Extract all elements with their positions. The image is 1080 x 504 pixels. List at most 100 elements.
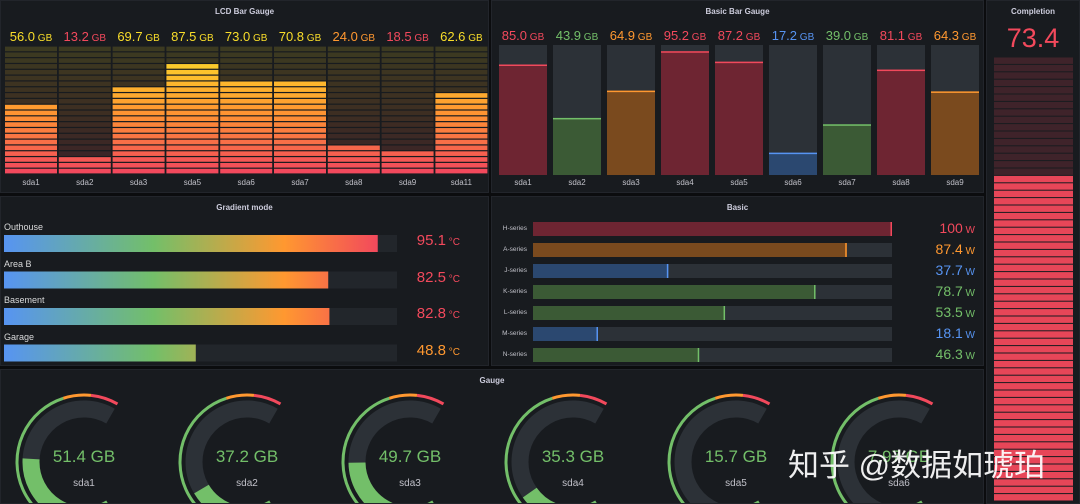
- gauge-label: sda1: [73, 478, 95, 489]
- gauge-value: 35.3 GB: [541, 447, 605, 466]
- lcd-cell: [58, 75, 111, 81]
- lcd-cell: [381, 139, 434, 145]
- lcd-cell: [274, 52, 326, 58]
- lcd-cell: [220, 168, 273, 174]
- lcd-cell: [220, 139, 273, 145]
- bar-edge: [697, 348, 700, 362]
- gauge-value: 51.4 GB: [52, 447, 116, 466]
- gauge-dial: [830, 393, 934, 503]
- lcd-cell: [381, 46, 434, 52]
- lcd-bar-sda3: [112, 46, 165, 174]
- completion-cell: [994, 124, 1073, 131]
- lcd-cell: [381, 151, 434, 156]
- lcd-cell: [166, 104, 219, 110]
- lcd-cell: [381, 145, 434, 151]
- lcd-cell: [5, 133, 57, 139]
- bar-value: 62.6 GB: [440, 29, 483, 44]
- bar-label: sda7: [838, 178, 856, 187]
- gauge-dial: [667, 393, 771, 503]
- lcd-cell: [58, 81, 111, 87]
- threshold-red: [742, 393, 771, 406]
- gradient-bars: [4, 235, 397, 362]
- lcd-cell: [5, 145, 57, 151]
- completion-cell: [994, 442, 1073, 449]
- bar-fill: [823, 124, 871, 175]
- completion-cell: [994, 309, 1073, 316]
- lcd-bar-sda9: [381, 46, 434, 174]
- lcd-cell: [435, 81, 488, 87]
- bar-track: [533, 327, 892, 341]
- bar-label: sda11: [450, 178, 472, 187]
- unit-label: W: [962, 351, 975, 362]
- lcd-cell: [58, 46, 111, 52]
- lcd-cell: [381, 116, 434, 122]
- lcd-cell: [220, 98, 273, 104]
- bar-top-line: [931, 91, 979, 93]
- completion-cell: [994, 146, 1073, 153]
- bar-fill: [553, 117, 601, 175]
- lcd-cell: [166, 151, 219, 156]
- gauge-track: [348, 400, 441, 503]
- lcd-bar-sda6: [220, 46, 273, 174]
- completion-cell: [994, 383, 1073, 390]
- lcd-cell: [220, 122, 273, 127]
- lcd-cell: [112, 75, 165, 81]
- gauge-sda6: 7.97 GB sda6: [824, 380, 974, 503]
- lcd-cell: [220, 162, 273, 168]
- lcd-cell: [112, 162, 165, 168]
- completion-cell: [994, 175, 1073, 183]
- lcd-cell: [274, 46, 326, 52]
- lcd-cell: [58, 157, 111, 162]
- lcd-cell: [166, 122, 219, 127]
- basic-row-A-series: [533, 243, 892, 257]
- lcd-cell: [435, 168, 488, 174]
- completion-cell: [994, 427, 1073, 434]
- series-value: 78.7 W: [935, 283, 975, 299]
- threshold-green: [341, 396, 390, 503]
- gauge-track: [837, 400, 930, 503]
- unit-label: °C: [446, 346, 460, 358]
- bar-label: Garage: [4, 331, 35, 342]
- basic-bar-gauge-panel: Basic Bar Gauge 85.0 GB sda1 43.9 GB sda2 64…: [491, 0, 984, 193]
- basic-row-K-series: [533, 285, 892, 299]
- lcd-cell: [58, 133, 111, 139]
- lcd-cell: [435, 98, 488, 104]
- bar-label: sda8: [892, 178, 910, 187]
- bar-label: sda7: [291, 178, 309, 187]
- bar-fill: [533, 285, 816, 299]
- lcd-cell: [5, 93, 57, 98]
- panel-title: Gauge: [479, 376, 505, 385]
- gauge-fill: [522, 487, 597, 503]
- bar-edge: [890, 222, 892, 236]
- threshold-orange: [877, 393, 907, 400]
- unit-label: GB: [581, 32, 599, 43]
- lcd-cell: [112, 69, 165, 75]
- bar-top-line: [877, 69, 925, 72]
- lcd-cell: [274, 139, 326, 145]
- completion-cell: [994, 138, 1073, 146]
- completion-cell: [994, 457, 1073, 464]
- bar-fill: [533, 264, 669, 278]
- threshold-orange: [62, 393, 92, 400]
- lcd-cell: [112, 52, 165, 58]
- lcd-cell: [112, 128, 165, 133]
- series-value: 37.7 W: [935, 262, 975, 278]
- lcd-cell: [381, 58, 434, 63]
- bar-fill: [607, 90, 655, 175]
- gauge-track: [674, 400, 767, 503]
- threshold-red: [905, 393, 934, 406]
- series-value: 53.5 W: [935, 304, 975, 320]
- lcd-cell: [435, 116, 488, 122]
- bar-value: 95.2 GB: [663, 28, 707, 43]
- lcd-cell: [327, 93, 380, 98]
- unit-label: W: [962, 288, 975, 299]
- lcd-cell: [5, 116, 57, 122]
- series-label: K-series: [503, 288, 527, 295]
- lcd-cell: [166, 81, 219, 87]
- completion-cell: [994, 405, 1073, 412]
- bar-fill: [533, 243, 847, 257]
- lcd-cell: [327, 122, 380, 127]
- basic-bar-sda3: [607, 45, 655, 175]
- completion-cell: [994, 479, 1073, 486]
- bar-edge: [596, 327, 598, 341]
